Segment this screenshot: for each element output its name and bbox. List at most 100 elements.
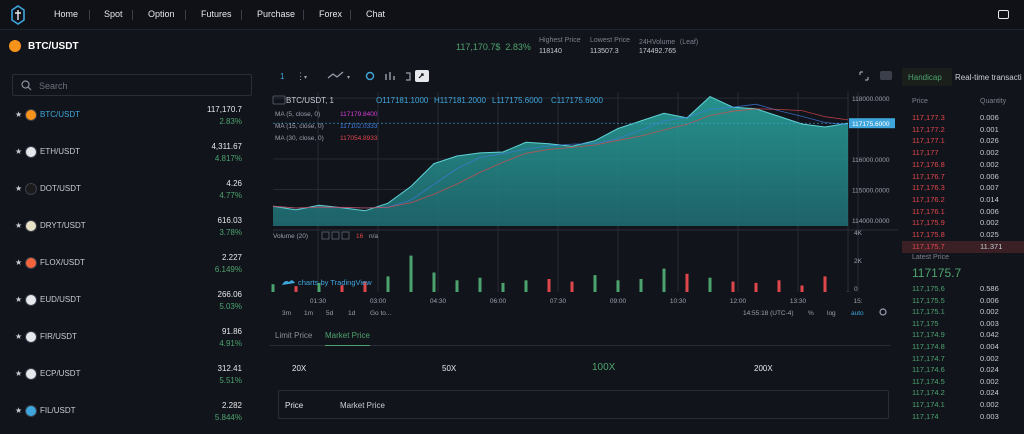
volume-bar (409, 255, 413, 292)
market-row[interactable]: ★ FIL/USDT 2.282 5.844% (0, 396, 250, 433)
bid-price: 117,174 (912, 411, 939, 421)
chart-canvas[interactable]: 1 ⋮ ▾ ▾118000.0000117175.6000116000.0000115… (270, 66, 898, 321)
bid-row[interactable]: 117,175.6 0.586 (902, 283, 1024, 295)
brand-logo-icon[interactable] (10, 5, 26, 25)
nav-forex[interactable]: Forex (319, 9, 343, 19)
star-icon[interactable]: ★ (15, 295, 23, 304)
screenshot-camera-icon (880, 71, 892, 80)
bid-row[interactable]: 117,174.2 0.024 (902, 387, 1024, 399)
volume-settings-icon (321, 231, 330, 240)
nav-option[interactable]: Option (148, 9, 175, 19)
bid-row[interactable]: 117,174.9 0.042 (902, 329, 1024, 341)
leverage-50x[interactable]: 50X (442, 364, 457, 373)
volume-bar (524, 280, 528, 292)
bid-qty: 0.003 (980, 411, 999, 421)
redo-icon (418, 73, 424, 79)
last-price: 117,170.7$ 2.83% (456, 42, 531, 52)
volume-value: 16 (356, 233, 364, 240)
ask-qty: 0.001 (980, 124, 999, 134)
market-row[interactable]: ★ ETH/USDT 4,311.67 4.817% (0, 137, 250, 174)
top-nav: Home Spot Option Futures Purchase Forex … (0, 0, 1024, 30)
ask-row[interactable]: 117,175.9 0.002 (902, 217, 1024, 229)
tab-realtime[interactable]: Real-time transacti (955, 73, 1022, 82)
ask-row[interactable]: 117,175.8 0.025 (902, 229, 1024, 241)
bid-row[interactable]: 117,174 0.003 (902, 411, 1024, 423)
star-icon[interactable]: ★ (15, 184, 23, 193)
market-row[interactable]: ★ BTC/USDT 117,170.7 2.83% (0, 100, 250, 137)
bid-price: 117,175 (912, 318, 939, 328)
ask-row[interactable]: 117,176.3 0.007 (902, 182, 1024, 194)
price-field[interactable]: Price Market Price (278, 390, 889, 419)
nav-home[interactable]: Home (54, 9, 79, 19)
ask-row[interactable]: 117,177 0.002 (902, 147, 1024, 159)
bid-row[interactable]: 117,174.1 0.002 (902, 399, 1024, 411)
price-area (273, 96, 848, 226)
market-row[interactable]: ★ EUD/USDT 266.06 5.03% (0, 285, 250, 322)
bid-price: 117,174.7 (912, 353, 945, 363)
ask-price: 117,175.7 (912, 241, 945, 251)
star-icon[interactable]: ★ (15, 147, 23, 156)
ask-row[interactable]: 117,177.3 0.006 (902, 112, 1024, 124)
bid-row[interactable]: 117,174.7 0.002 (902, 353, 1024, 365)
bid-row[interactable]: 117,175.1 0.002 (902, 306, 1024, 318)
bid-price: 117,174.8 (912, 342, 945, 351)
volume-axis-label: 0 (854, 286, 858, 293)
star-icon[interactable]: ★ (15, 110, 23, 119)
ask-qty: 0.006 (980, 113, 999, 122)
ask-qty: 0.006 (980, 171, 999, 181)
legend-low: L117175.6000 (492, 96, 543, 105)
bid-qty: 0.002 (980, 307, 999, 317)
nav-chat[interactable]: Chat (366, 9, 386, 19)
ask-row[interactable]: 117,175.7 11.371 (902, 240, 1024, 253)
ask-row[interactable]: 117,177.1 0.026 (902, 135, 1024, 147)
star-icon[interactable]: ★ (15, 258, 23, 267)
legend-high: H117181.2000 (434, 96, 486, 105)
star-icon[interactable]: ★ (15, 406, 23, 415)
nav-futures[interactable]: Futures (201, 9, 232, 19)
tab-limit-price[interactable]: Limit Price (275, 331, 313, 340)
market-price: 616.03 (217, 216, 242, 225)
nav-spot[interactable]: Spot (104, 9, 123, 19)
market-row[interactable]: ★ DOT/USDT 4.26 4.77% (0, 174, 250, 211)
bid-row[interactable]: 117,175 0.003 (902, 318, 1024, 330)
market-price: 2.282 (221, 401, 242, 410)
nav-purchase[interactable]: Purchase (257, 9, 296, 19)
star-icon[interactable]: ★ (15, 332, 23, 341)
ask-price: 117,176.2 (912, 194, 945, 204)
leverage-200x[interactable]: 200X (754, 364, 773, 373)
search-box[interactable]: Search (12, 74, 252, 96)
last-price-tag (849, 118, 895, 129)
bid-price: 117,174.9 (912, 330, 945, 340)
tab-market-price[interactable]: Market Price (325, 331, 370, 346)
wallet-icon[interactable] (998, 10, 1009, 19)
market-row[interactable]: ★ ECP/USDT 312.41 5.51% (0, 359, 250, 396)
price-chart[interactable]: 1 ⋮ ▾ ▾ 118000.0000 117175.6000 116000.0000 115… (270, 66, 898, 321)
market-change: 4.817% (214, 154, 242, 163)
market-row[interactable]: ★ FLOX/USDT 2.227 6.149% (0, 248, 250, 285)
bid-row[interactable]: 117,175.5 0.006 (902, 295, 1024, 307)
tab-handicap[interactable]: Handicap (908, 73, 942, 82)
legend-open: O117181.1000 (376, 96, 429, 105)
search-input[interactable]: Search (39, 81, 68, 91)
ask-row[interactable]: 117,176.1 0.006 (902, 206, 1024, 218)
bid-row[interactable]: 117,174.6 0.024 (902, 364, 1024, 376)
price-axis-label: 115000.0000 (852, 187, 890, 194)
bid-price: 117,175.5 (912, 295, 945, 305)
market-row[interactable]: ★ DRYT/USDT 616.03 3.78% (0, 211, 250, 248)
ask-row[interactable]: 117,176.8 0.002 (902, 159, 1024, 171)
star-icon[interactable]: ★ (15, 369, 23, 378)
ask-qty: 0.002 (980, 218, 999, 228)
search-icon (21, 80, 32, 91)
ask-row[interactable]: 117,176.2 0.014 (902, 194, 1024, 206)
bid-row[interactable]: 117,174.8 0.004 (902, 341, 1024, 353)
ask-row[interactable]: 117,176.7 0.006 (902, 171, 1024, 183)
price-axis-label: 114000.0000 (852, 218, 890, 225)
leverage-100x[interactable]: 100X (592, 362, 616, 373)
market-change: 5.03% (219, 302, 242, 311)
leverage-20x[interactable]: 20X (292, 364, 307, 373)
market-change: 5.51% (219, 376, 242, 385)
bid-row[interactable]: 117,174.5 0.002 (902, 376, 1024, 388)
market-row[interactable]: ★ FIR/USDT 91.86 4.91% (0, 322, 250, 359)
ask-row[interactable]: 117,177.2 0.001 (902, 124, 1024, 136)
star-icon[interactable]: ★ (15, 221, 23, 230)
